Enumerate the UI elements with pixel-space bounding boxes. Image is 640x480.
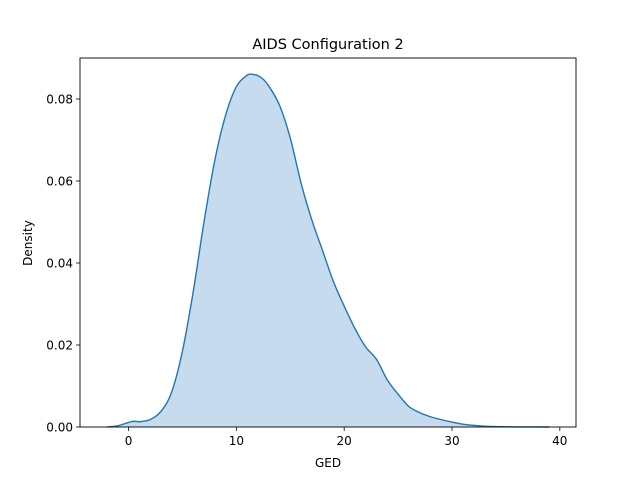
- y-axis-label: Density: [21, 220, 35, 266]
- x-tick-label: 40: [552, 434, 567, 448]
- x-tick-label: 30: [444, 434, 459, 448]
- x-tick-label: 10: [229, 434, 244, 448]
- axes-frame: [79, 57, 577, 428]
- x-axis-ticks: 0 10 20 30 40: [125, 427, 567, 448]
- density-line: [106, 73, 550, 428]
- y-axis-ticks: 0.00 0.02 0.04 0.06 0.08: [46, 93, 80, 435]
- chart-title: AIDS Configuration 2: [252, 37, 403, 53]
- y-tick-label: 0.00: [46, 421, 73, 435]
- y-tick-label: 0.06: [46, 175, 73, 189]
- x-tick-label: 0: [125, 434, 133, 448]
- y-tick-label: 0.02: [46, 339, 73, 353]
- plot-area: [106, 73, 550, 428]
- density-area: [106, 74, 550, 428]
- x-axis-label: GED: [315, 456, 341, 470]
- y-tick-label: 0.04: [46, 257, 73, 271]
- x-tick-label: 20: [337, 434, 352, 448]
- y-tick-label: 0.08: [46, 93, 73, 107]
